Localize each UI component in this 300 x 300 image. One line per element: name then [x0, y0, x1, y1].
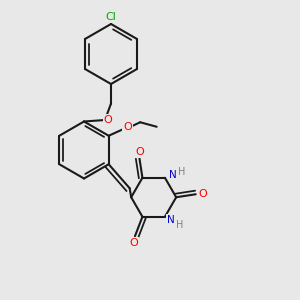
- Text: H: H: [176, 220, 183, 230]
- Text: O: O: [198, 189, 207, 199]
- Text: O: O: [103, 115, 112, 125]
- Text: H: H: [178, 167, 185, 177]
- Text: N: N: [167, 215, 175, 225]
- Text: N: N: [169, 170, 176, 180]
- Text: O: O: [129, 238, 138, 248]
- Text: O: O: [123, 122, 132, 132]
- Text: Cl: Cl: [106, 11, 116, 22]
- Text: O: O: [135, 147, 144, 157]
